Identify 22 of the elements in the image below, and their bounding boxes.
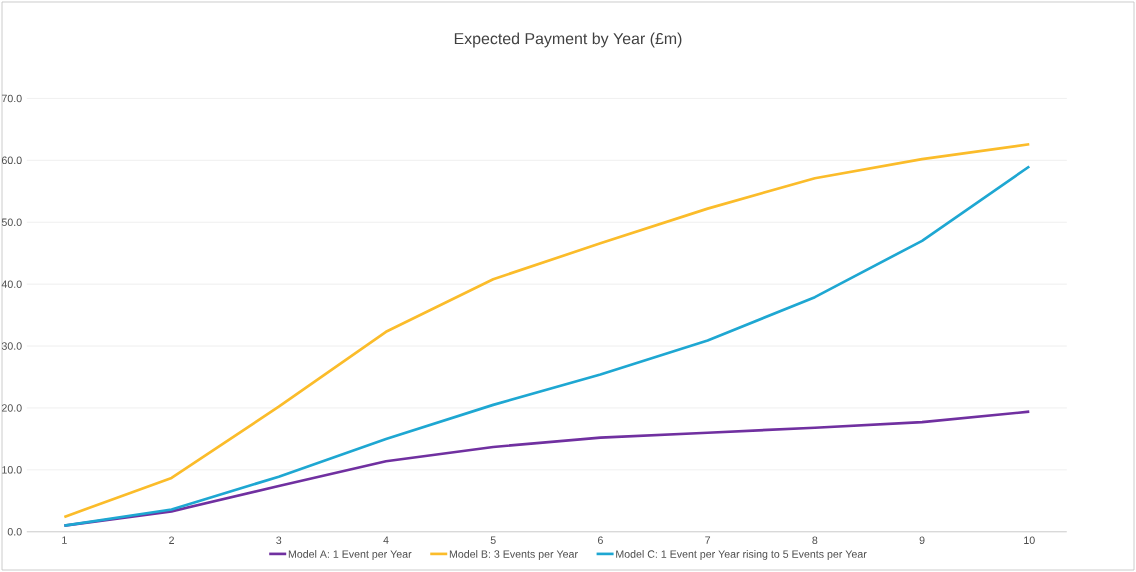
x-tick-label: 3 [276, 536, 282, 544]
legend-label: Model C: 1 Event per Year rising to 5 Events per Year [616, 550, 867, 560]
y-tick-label: 10.0 [2, 466, 22, 474]
x-tick-label: 5 [490, 536, 496, 544]
x-tick-label: 7 [705, 536, 711, 544]
y-tick-label: 30.0 [1, 342, 22, 350]
x-tick-label: 1 [62, 536, 67, 544]
x-tick-label: 6 [598, 536, 603, 544]
x-tick-label: 2 [169, 536, 174, 544]
y-tick-label: 60.0 [1, 156, 22, 165]
y-tick-label: 40.0 [1, 280, 22, 288]
x-tick-label: 9 [919, 536, 925, 544]
x-tick-label: 8 [812, 536, 818, 544]
y-tick-label: 0.0 [7, 528, 22, 536]
x-tick-label: 10 [1024, 536, 1035, 544]
x-tick-label: 4 [383, 536, 389, 544]
chart-title: Expected Payment by Year (£m) [454, 32, 682, 48]
y-tick-label: 20.0 [1, 404, 22, 412]
y-tick-label: 70.0 [1, 94, 22, 103]
legend-label: Model B: 3 Events per Year [449, 550, 578, 560]
y-tick-label: 50.0 [1, 218, 22, 226]
legend-label: Model A: 1 Event per Year [288, 550, 412, 560]
